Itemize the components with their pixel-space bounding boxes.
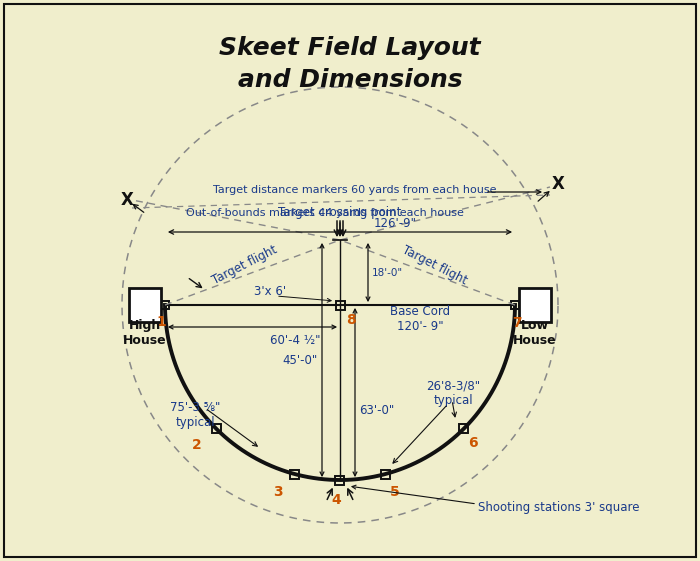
Text: 63'-0": 63'-0" — [359, 404, 394, 417]
Text: 7: 7 — [512, 316, 522, 330]
Text: Target distance markers 60 yards from each house: Target distance markers 60 yards from ea… — [214, 185, 497, 195]
Text: 1: 1 — [156, 315, 166, 329]
Bar — [519, 288, 551, 322]
Text: 45'-0": 45'-0" — [283, 353, 318, 366]
Bar — [459, 424, 468, 433]
Text: Shooting stations 3' square: Shooting stations 3' square — [478, 502, 640, 514]
Text: Low
House: Low House — [513, 319, 557, 347]
Bar — [335, 476, 344, 485]
Text: and Dimensions: and Dimensions — [238, 68, 462, 92]
Text: 75'-3 ⅝"
typical: 75'-3 ⅝" typical — [170, 401, 220, 429]
Text: Target crossing point: Target crossing point — [279, 205, 402, 218]
Text: 2: 2 — [191, 438, 201, 452]
Text: 60'-4 ½": 60'-4 ½" — [270, 333, 321, 347]
Text: 126'-9": 126'-9" — [374, 217, 416, 229]
Text: Base Cord
120'- 9": Base Cord 120'- 9" — [390, 305, 450, 333]
Bar — [381, 470, 390, 479]
Bar — [161, 301, 169, 309]
Bar — [335, 301, 344, 310]
Text: 5: 5 — [389, 485, 399, 499]
Text: 4: 4 — [331, 493, 341, 507]
Text: 3: 3 — [273, 485, 283, 499]
Bar — [511, 301, 519, 309]
Text: Out-of-bounds markers 44 yards from each house: Out-of-bounds markers 44 yards from each… — [186, 208, 464, 218]
Text: Target flight: Target flight — [400, 243, 470, 287]
Text: 6: 6 — [468, 436, 477, 450]
Text: Target flight: Target flight — [211, 243, 279, 287]
Text: X: X — [552, 175, 564, 193]
Text: Skeet Field Layout: Skeet Field Layout — [219, 36, 481, 60]
Bar — [290, 470, 299, 479]
Bar — [129, 288, 161, 322]
Text: X: X — [120, 191, 134, 209]
Text: 3'x 6': 3'x 6' — [254, 284, 286, 297]
Text: 18'-0": 18'-0" — [372, 268, 403, 278]
Text: High
House: High House — [123, 319, 167, 347]
Text: 26'8-3/8"
typical: 26'8-3/8" typical — [426, 379, 480, 407]
Text: 8: 8 — [346, 313, 356, 327]
Bar — [212, 424, 220, 433]
